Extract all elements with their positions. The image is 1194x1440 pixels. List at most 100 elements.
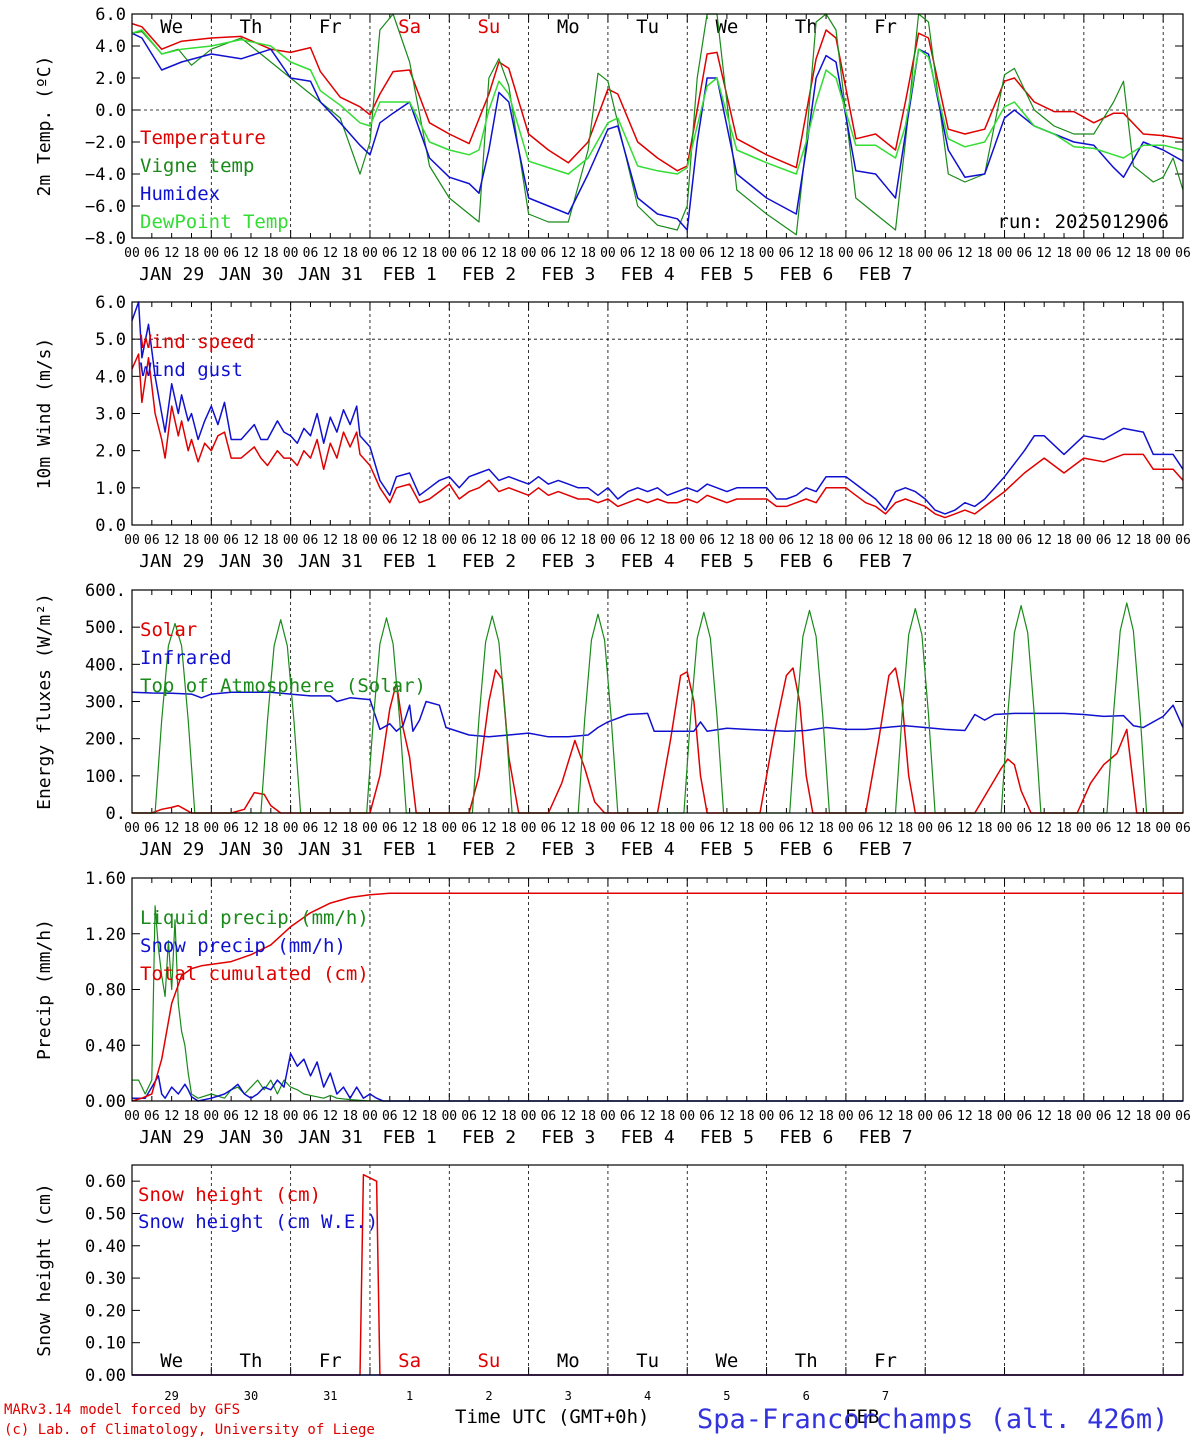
x-hour-label: 18 <box>263 533 279 548</box>
x-hour-label: 12 <box>878 246 894 261</box>
x-hour-label: 00 <box>1076 1109 1092 1124</box>
x-hour-label: 06 <box>223 533 239 548</box>
y-tick-label: 1.0 <box>95 479 126 499</box>
x-date-label: FEB 3 <box>541 1127 595 1148</box>
x-hour-label: 00 <box>1155 821 1171 836</box>
x-hour-label: 12 <box>322 821 338 836</box>
weekday-label: Sa <box>398 1350 421 1372</box>
x-hour-label: 06 <box>144 533 160 548</box>
x-hour-label: 06 <box>1017 821 1033 836</box>
x-hour-label: 06 <box>779 1109 795 1124</box>
y-tick-label: 1.20 <box>85 925 126 945</box>
x-hour-label: 00 <box>1155 1109 1171 1124</box>
y-axis-label: 2m Temp. (ºC) <box>34 56 55 197</box>
y-tick-label: 0.30 <box>85 1269 126 1289</box>
x-hour-label: 18 <box>818 821 834 836</box>
y-tick-label: 600. <box>85 581 126 601</box>
x-hour-label: 06 <box>1175 246 1191 261</box>
x-hour-label: 12 <box>243 1109 259 1124</box>
x-hour-label: 06 <box>144 1109 160 1124</box>
x-hour-label: 18 <box>580 246 596 261</box>
x-day-number: 1 <box>406 1389 413 1403</box>
y-tick-label: 400. <box>85 655 126 675</box>
weekday-label: Tu <box>636 1350 659 1372</box>
y-tick-label: 0.80 <box>85 981 126 1001</box>
x-hour-label: 18 <box>739 533 755 548</box>
x-hour-label: 12 <box>640 1109 656 1124</box>
y-tick-label: 4.0 <box>95 37 126 57</box>
x-hour-label: 06 <box>382 533 398 548</box>
y-tick-label: 1.60 <box>85 869 126 889</box>
x-hour-label: 00 <box>997 821 1013 836</box>
y-tick-label: −6.0 <box>85 197 126 217</box>
x-hour-label: 12 <box>243 821 259 836</box>
x-hour-label: 12 <box>481 821 497 836</box>
x-hour-label: 00 <box>917 533 933 548</box>
x-hour-label: 06 <box>382 821 398 836</box>
x-hour-label: 12 <box>957 821 973 836</box>
y-tick-label: 0.10 <box>85 1334 126 1354</box>
x-hour-label: 18 <box>977 246 993 261</box>
x-day-number: 6 <box>803 1389 810 1403</box>
series-line-top-of-atmosphere-solar <box>132 602 1183 814</box>
x-hour-label: 00 <box>759 1109 775 1124</box>
x-hour-label: 12 <box>560 533 576 548</box>
x-hour-label: 00 <box>203 533 219 548</box>
legend-entry: Wind gust <box>140 359 243 381</box>
x-day-number: 5 <box>723 1389 730 1403</box>
x-hour-label: 12 <box>798 821 814 836</box>
x-hour-label: 06 <box>858 1109 874 1124</box>
x-hour-label: 18 <box>977 1109 993 1124</box>
run-label: run: 2025012906 <box>997 211 1169 233</box>
x-hour-label: 00 <box>600 1109 616 1124</box>
legend-entry: Vigne temp <box>140 155 254 177</box>
weekday-label: Mo <box>557 16 580 38</box>
x-hour-label: 06 <box>937 821 953 836</box>
x-date-label: FEB 4 <box>620 551 674 572</box>
x-hour-label: 12 <box>402 533 418 548</box>
x-hour-label: 18 <box>580 533 596 548</box>
x-hour-label: 00 <box>362 246 378 261</box>
x-hour-label: 18 <box>263 246 279 261</box>
x-hour-label: 00 <box>124 821 140 836</box>
x-hour-label: 00 <box>1076 533 1092 548</box>
x-hour-label: 06 <box>620 533 636 548</box>
weekday-label: We <box>715 16 738 38</box>
x-date-label: FEB 7 <box>858 264 912 285</box>
x-hour-label: 00 <box>600 821 616 836</box>
x-hour-label: 00 <box>1076 821 1092 836</box>
x-hour-label: 06 <box>1175 1109 1191 1124</box>
panel-frame <box>131 13 1184 239</box>
x-date-label: FEB 2 <box>462 264 516 285</box>
y-tick-label: 4.0 <box>95 367 126 387</box>
series-line-solar <box>132 667 1183 814</box>
x-hour-label: 12 <box>957 533 973 548</box>
panel-3: 600.500.400.300.200.100.0.00 06 12 18 00 06 12… <box>34 581 1191 860</box>
panel-2: 6.05.04.03.02.01.00.000 06 12 18 00 06 12 18 00 0… <box>34 293 1191 572</box>
x-hour-label: 12 <box>481 533 497 548</box>
y-tick-label: 200. <box>85 730 126 750</box>
y-axis-label: Snow height (cm) <box>34 1183 55 1356</box>
x-hour-label: 06 <box>779 821 795 836</box>
credit-line-1: MARv3.14 model forced by GFS <box>4 1402 240 1418</box>
x-day-number: 31 <box>323 1389 337 1403</box>
x-hour-label: 18 <box>1136 533 1152 548</box>
y-tick-label: −2.0 <box>85 133 126 153</box>
panel-frame <box>131 1164 1184 1376</box>
x-hour-label: 06 <box>1017 533 1033 548</box>
weekday-label: Th <box>240 16 263 38</box>
x-date-label: FEB 7 <box>858 551 912 572</box>
x-hour-label: 12 <box>1116 1109 1132 1124</box>
y-tick-label: 0.50 <box>85 1204 126 1224</box>
x-hour-label: 00 <box>283 1109 299 1124</box>
x-hour-label: 12 <box>1036 533 1052 548</box>
legend-entry: Snow precip (mm/h) <box>140 935 346 957</box>
x-date-label: JAN 29 <box>139 839 204 860</box>
x-day-number: 3 <box>565 1389 572 1403</box>
x-hour-label: 00 <box>283 246 299 261</box>
x-hour-label: 00 <box>283 533 299 548</box>
x-hour-label: 06 <box>223 821 239 836</box>
y-axis-label: Energy fluxes (W/m²) <box>34 593 55 810</box>
x-hour-label: 12 <box>719 1109 735 1124</box>
